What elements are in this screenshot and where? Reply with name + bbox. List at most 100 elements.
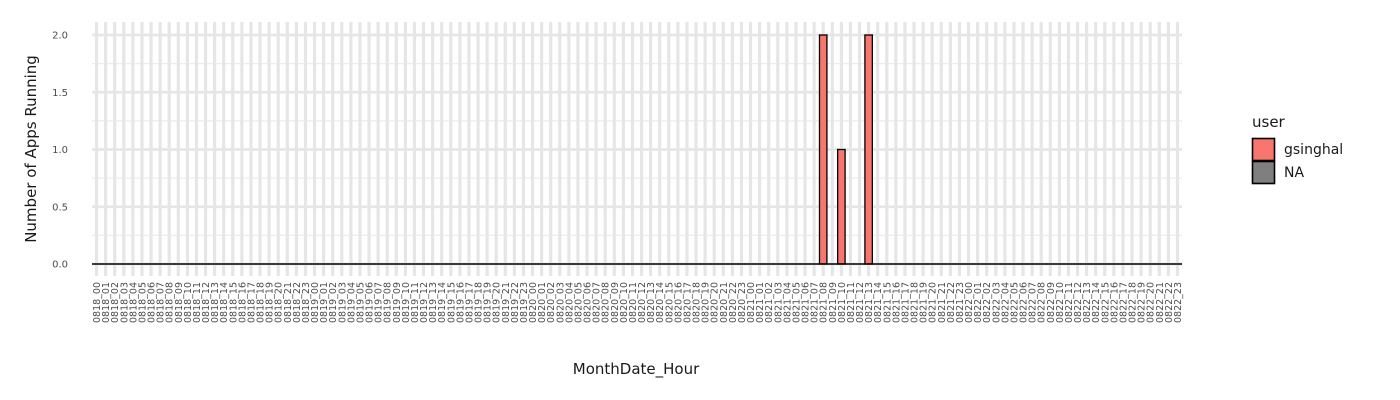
x-tick-label: 0821_18	[910, 282, 921, 323]
x-tick-label: 0820_20	[710, 282, 721, 323]
x-tick-label: 0821_14	[873, 282, 884, 323]
x-tick-label: 0822_03	[991, 282, 1002, 323]
x-tick-label: 0818_10	[183, 282, 194, 323]
y-tick-label: 1.5	[52, 88, 68, 99]
x-tick-label: 0820_22	[728, 282, 739, 323]
x-tick-label: 0820_03	[555, 282, 566, 323]
x-tick-label: 0821_13	[864, 282, 875, 323]
legend-label: NA	[1284, 165, 1304, 181]
bar-0821_08	[818, 34, 828, 265]
x-tick-label: 0820_21	[719, 282, 730, 323]
x-tick-label: 0818_07	[156, 282, 167, 323]
x-tick-label: 0820_17	[682, 282, 693, 323]
x-tick-label: 0818_23	[301, 282, 312, 323]
x-tick-label: 0819_14	[437, 282, 448, 323]
x-tick-label: 0821_10	[837, 282, 848, 323]
x-tick-label: 0820_08	[601, 282, 612, 323]
x-tick-label: 0820_14	[655, 282, 666, 323]
x-tick-label: 0818_18	[256, 282, 267, 323]
x-tick-label: 0820_11	[628, 282, 639, 323]
x-tick-label: 0818_19	[265, 282, 276, 323]
x-tick-label: 0821_09	[828, 282, 839, 323]
x-tick-label: 0820_06	[583, 282, 594, 323]
x-tick-label: 0822_01	[973, 282, 984, 323]
x-tick-label: 0822_17	[1118, 282, 1129, 323]
x-tick-label: 0818_16	[237, 282, 248, 323]
x-tick-label: 0818_03	[119, 282, 130, 323]
y-tick-label: 0.0	[52, 260, 68, 271]
bars	[92, 34, 1182, 265]
x-tick-label: 0818_17	[246, 282, 257, 323]
x-tick-label: 0818_05	[137, 282, 148, 323]
x-tick-label: 0818_09	[174, 282, 185, 323]
x-axis-ticks: 0818_000818_010818_020818_030818_040818_…	[92, 282, 1184, 323]
x-tick-label: 0821_11	[846, 282, 857, 323]
x-tick-label: 0819_09	[392, 282, 403, 323]
x-tick-label: 0822_23	[1173, 282, 1184, 323]
x-tick-label: 0819_12	[419, 282, 430, 323]
x-tick-label: 0819_01	[319, 282, 330, 323]
x-tick-label: 0821_01	[755, 282, 766, 323]
x-tick-label: 0822_18	[1128, 282, 1139, 323]
x-tick-label: 0820_10	[619, 282, 630, 323]
x-tick-label: 0818_11	[192, 282, 203, 323]
x-tick-label: 0819_11	[410, 282, 421, 323]
x-tick-label: 0822_19	[1137, 282, 1148, 323]
x-tick-label: 0822_02	[982, 282, 993, 323]
x-tick-label: 0819_19	[483, 282, 494, 323]
bar-0821_10	[837, 148, 846, 265]
x-tick-label: 0818_00	[92, 282, 103, 323]
bar-0821_13	[864, 34, 873, 265]
x-tick-label: 0819_13	[428, 282, 439, 323]
x-tick-label: 0819_02	[328, 282, 339, 323]
x-tick-label: 0818_04	[128, 282, 139, 323]
x-tick-label: 0820_09	[610, 282, 621, 323]
x-tick-label: 0821_21	[937, 282, 948, 323]
x-tick-label: 0818_14	[219, 282, 230, 323]
x-tick-label: 0818_22	[292, 282, 303, 323]
x-tick-label: 0819_04	[346, 282, 357, 323]
legend-key-na	[1251, 160, 1276, 185]
x-tick-label: 0821_23	[955, 282, 966, 323]
x-tick-label: 0818_02	[110, 282, 121, 323]
x-tick-label: 0821_08	[819, 282, 830, 323]
y-axis-ticks: 0.0 0.5 1.0 1.5 2.0	[52, 31, 68, 271]
x-tick-label: 0818_06	[147, 282, 158, 323]
legend-title: user	[1252, 113, 1286, 131]
legend-label: gsinghal	[1284, 142, 1343, 158]
x-tick-label: 0822_20	[1146, 282, 1157, 323]
x-tick-label: 0821_02	[764, 282, 775, 323]
x-tick-label: 0818_21	[283, 282, 294, 323]
x-tick-label: 0818_01	[101, 282, 112, 323]
x-tick-label: 0822_04	[1000, 282, 1011, 323]
x-tick-label: 0821_07	[810, 282, 821, 323]
x-tick-label: 0818_12	[201, 282, 212, 323]
x-tick-label: 0819_15	[446, 282, 457, 323]
x-tick-label: 0822_12	[1073, 282, 1084, 323]
x-tick-label: 0821_22	[946, 282, 957, 323]
x-tick-label: 0821_05	[791, 282, 802, 323]
x-tick-label: 0821_19	[919, 282, 930, 323]
x-tick-label: 0819_23	[519, 282, 530, 323]
x-tick-label: 0820_00	[528, 282, 539, 323]
x-tick-label: 0818_08	[165, 282, 176, 323]
x-tick-label: 0818_15	[228, 282, 239, 323]
x-tick-label: 0820_18	[692, 282, 703, 323]
x-tick-label: 0822_06	[1019, 282, 1030, 323]
x-tick-label: 0820_13	[646, 282, 657, 323]
x-tick-label: 0821_17	[900, 282, 911, 323]
y-tick-label: 1.0	[52, 145, 68, 156]
x-tick-label: 0820_07	[592, 282, 603, 323]
x-tick-label: 0820_02	[546, 282, 557, 323]
x-axis-title: MonthDate_Hour	[573, 360, 700, 379]
x-tick-label: 0822_16	[1109, 282, 1120, 323]
x-tick-label: 0822_09	[1046, 282, 1057, 323]
x-tick-label: 0820_15	[664, 282, 675, 323]
x-tick-label: 0819_05	[355, 282, 366, 323]
x-tick-label: 0821_15	[882, 282, 893, 323]
x-tick-label: 0822_07	[1028, 282, 1039, 323]
y-axis-title: Number of Apps Running	[22, 55, 40, 243]
grid-lines	[92, 22, 1182, 276]
x-tick-label: 0822_00	[964, 282, 975, 323]
